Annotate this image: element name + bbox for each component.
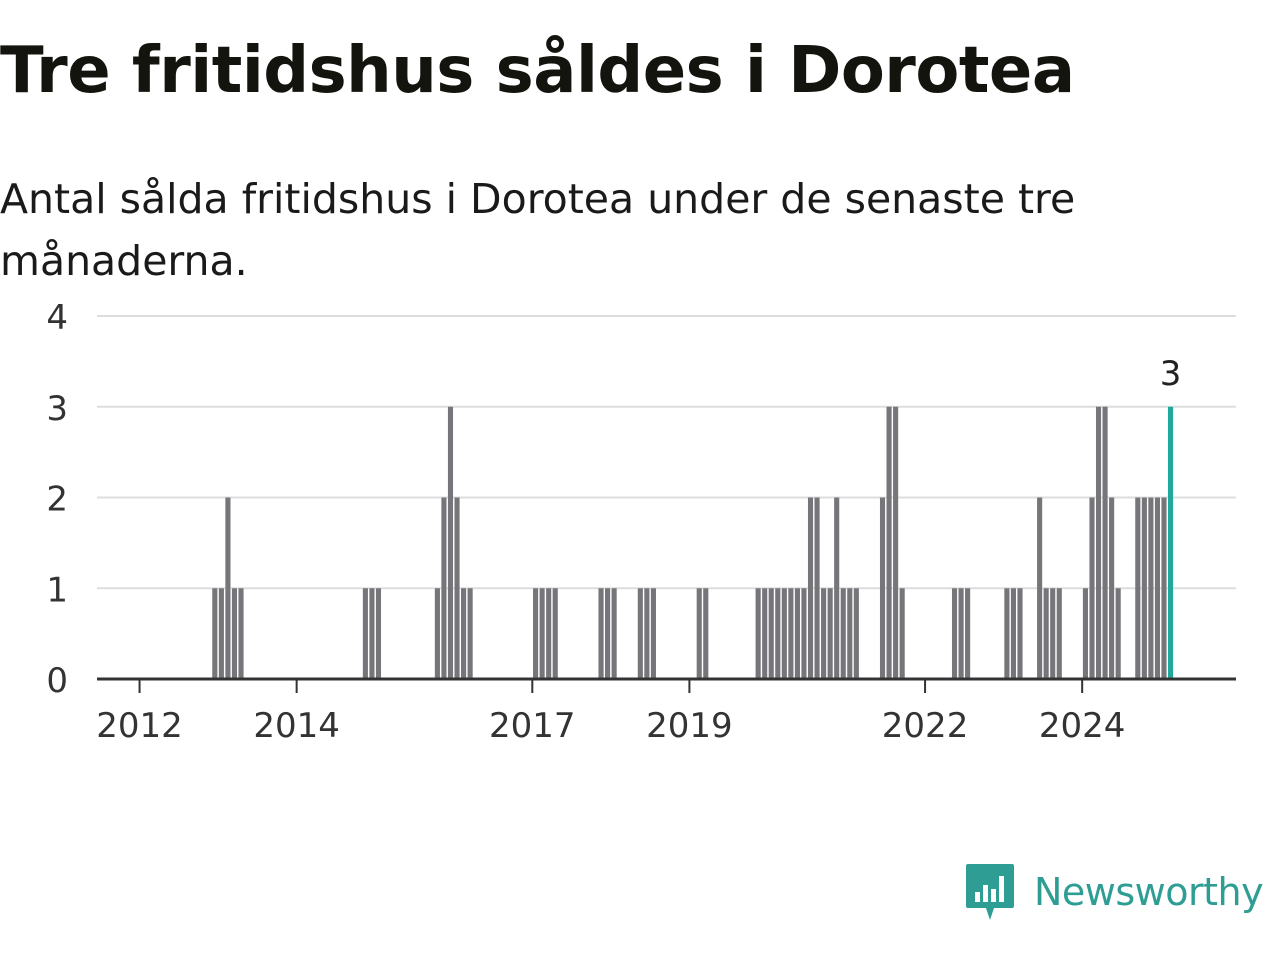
gridlines <box>97 315 1236 590</box>
x-tick-labels: 2012 2014 2017 2019 2022 2024 <box>96 706 1125 746</box>
bar <box>1115 588 1121 679</box>
bar <box>1141 497 1147 679</box>
bar <box>703 588 709 679</box>
bar <box>650 588 656 679</box>
bar <box>755 588 761 679</box>
bar <box>788 588 794 679</box>
bar <box>231 588 238 679</box>
bars <box>212 406 1174 679</box>
bar <box>965 588 971 679</box>
x-tick-label: 2022 <box>882 706 969 746</box>
bar <box>1050 588 1056 679</box>
bar <box>899 588 905 679</box>
bar <box>807 497 814 679</box>
bar <box>1017 588 1023 679</box>
bar <box>546 588 552 679</box>
bar <box>951 588 958 679</box>
bar <box>834 497 840 679</box>
highlight-value-label: 3 <box>1160 354 1182 394</box>
bar <box>1148 497 1154 679</box>
bar <box>762 588 768 679</box>
bar <box>605 588 611 679</box>
bar <box>1082 588 1088 679</box>
bar <box>238 588 244 679</box>
bar <box>552 588 558 679</box>
bar <box>814 497 820 679</box>
bar <box>1056 588 1062 679</box>
bar <box>801 588 807 679</box>
bar <box>644 588 650 679</box>
bar <box>539 588 545 679</box>
bar <box>212 588 218 679</box>
chart-subtitle: Antal sålda fritidshus i Dorotea under d… <box>0 175 1076 285</box>
bar <box>611 588 617 679</box>
bar <box>369 588 375 679</box>
bar <box>794 588 800 679</box>
bar <box>441 497 447 679</box>
x-tick-label: 2014 <box>253 706 340 746</box>
bar <box>637 588 643 679</box>
bar-chart: 0 1 2 3 4 2012 2014 2017 2019 2022 2024 3 <box>46 298 1236 746</box>
bar <box>847 588 853 679</box>
bar <box>1109 497 1115 679</box>
bar <box>1135 497 1141 679</box>
bar <box>840 588 846 679</box>
bar-highlight <box>1167 406 1174 679</box>
bar <box>375 588 382 679</box>
brand-name: Newsworthy <box>1034 870 1264 914</box>
bar <box>467 588 473 679</box>
bar <box>879 497 886 679</box>
bar <box>827 588 833 679</box>
y-tick-label: 0 <box>46 661 68 701</box>
bar <box>225 497 231 679</box>
y-tick-label: 2 <box>46 480 68 520</box>
bar <box>1037 497 1043 679</box>
bar <box>1004 588 1010 679</box>
y-tick-label: 1 <box>46 570 68 610</box>
bar <box>886 406 892 679</box>
bar <box>696 588 702 679</box>
x-tick-label: 2012 <box>96 706 183 746</box>
bar <box>1102 406 1108 679</box>
bar <box>434 588 440 679</box>
y-tick-label: 3 <box>46 389 68 429</box>
bar <box>1095 406 1102 679</box>
bar <box>461 588 467 679</box>
bar <box>958 588 964 679</box>
bar <box>1161 497 1167 679</box>
bar <box>781 588 787 679</box>
brand-logo: Newsworthy <box>964 862 1264 922</box>
bar <box>1089 497 1095 679</box>
bar <box>533 588 539 679</box>
chart-title: Tre fritidshus såldes i Dorotea <box>0 34 1075 108</box>
bar <box>1154 497 1161 679</box>
y-tick-labels: 0 1 2 3 4 <box>46 298 68 701</box>
bar <box>454 497 460 679</box>
bar-chart-speech-bubble-icon <box>966 864 1014 920</box>
bar <box>1010 588 1016 679</box>
x-tick-label: 2017 <box>489 706 576 746</box>
bar <box>1043 588 1049 679</box>
annotations: 3 <box>1160 354 1182 394</box>
bar <box>598 588 604 679</box>
x-axis <box>97 677 1236 693</box>
bar <box>775 588 781 679</box>
bar <box>447 406 454 679</box>
bar <box>853 588 859 679</box>
bar <box>768 588 774 679</box>
bar <box>362 588 368 679</box>
bar <box>893 406 899 679</box>
bar <box>821 588 827 679</box>
bar <box>218 588 224 679</box>
x-tick-label: 2024 <box>1039 706 1126 746</box>
y-tick-label: 4 <box>46 298 68 338</box>
x-tick-label: 2019 <box>646 706 733 746</box>
